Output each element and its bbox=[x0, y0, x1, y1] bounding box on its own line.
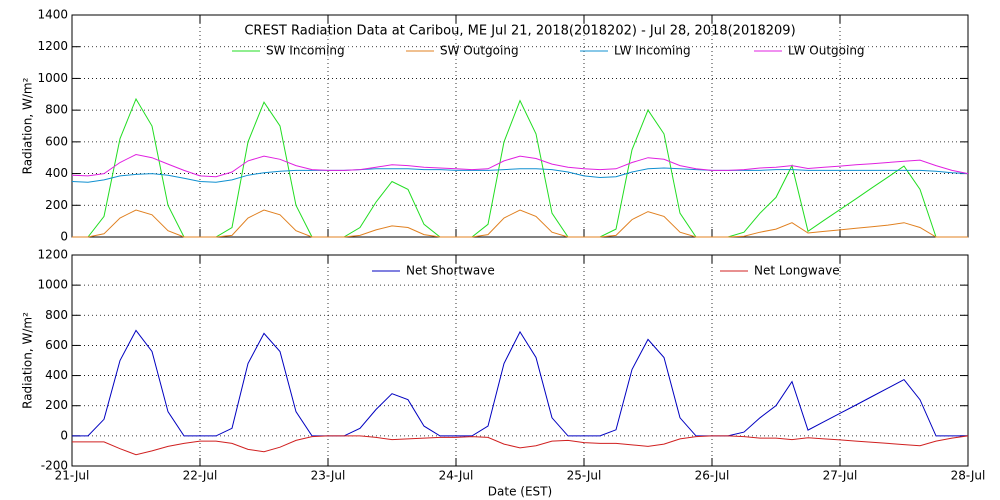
x-tick-label: 24-Jul bbox=[439, 469, 474, 483]
plot-frame bbox=[71, 14, 969, 238]
legend-label: LW Incoming bbox=[614, 44, 691, 58]
data-line bbox=[72, 435, 969, 456]
x-tick-label: 25-Jul bbox=[567, 469, 602, 483]
y-tick-label: 1000 bbox=[37, 71, 68, 85]
y-tick-label: 800 bbox=[45, 308, 68, 322]
data-line bbox=[72, 329, 968, 437]
y-tick-label: 600 bbox=[45, 338, 68, 352]
legend-label: SW Incoming bbox=[266, 44, 345, 58]
y-tick-label: 1200 bbox=[37, 248, 68, 262]
y-tick-label: 400 bbox=[45, 166, 68, 180]
y-tick-label: 0 bbox=[60, 428, 68, 442]
y-tick-label: 800 bbox=[45, 103, 68, 117]
legend-label: SW Outgoing bbox=[440, 44, 519, 58]
data-line bbox=[71, 153, 969, 178]
y-axis-label: Radiation, W/m² bbox=[21, 312, 35, 409]
y-tick-label: -200 bbox=[41, 459, 68, 473]
x-tick-label: 27-Jul bbox=[823, 469, 858, 483]
y-tick-label: 200 bbox=[45, 198, 68, 212]
legend-label: Net Longwave bbox=[754, 264, 840, 278]
x-axis-label: Date (EST) bbox=[488, 485, 552, 499]
legend-label: Net Shortwave bbox=[406, 264, 495, 278]
y-tick-label: 600 bbox=[45, 134, 68, 148]
y-tick-label: 200 bbox=[45, 398, 68, 412]
x-tick-label: 22-Jul bbox=[183, 469, 218, 483]
data-line bbox=[72, 97, 968, 238]
x-tick-label: 26-Jul bbox=[695, 469, 730, 483]
data-line bbox=[71, 167, 969, 183]
x-tick-label: 28-Jul bbox=[951, 469, 986, 483]
chart-title: CREST Radiation Data at Caribou, ME Jul … bbox=[244, 24, 795, 39]
y-tick-label: 1200 bbox=[37, 39, 68, 53]
y-tick-label: 400 bbox=[45, 368, 68, 382]
y-tick-label: 1400 bbox=[37, 8, 68, 22]
x-tick-label: 21-Jul bbox=[55, 469, 90, 483]
plot-frame bbox=[71, 254, 969, 467]
y-axis-label: Radiation, W/m² bbox=[21, 77, 35, 174]
data-line bbox=[72, 209, 968, 238]
y-tick-label: 0 bbox=[60, 230, 68, 244]
legend-label: LW Outgoing bbox=[788, 44, 865, 58]
x-tick-label: 23-Jul bbox=[311, 469, 346, 483]
y-tick-label: 1000 bbox=[37, 278, 68, 292]
